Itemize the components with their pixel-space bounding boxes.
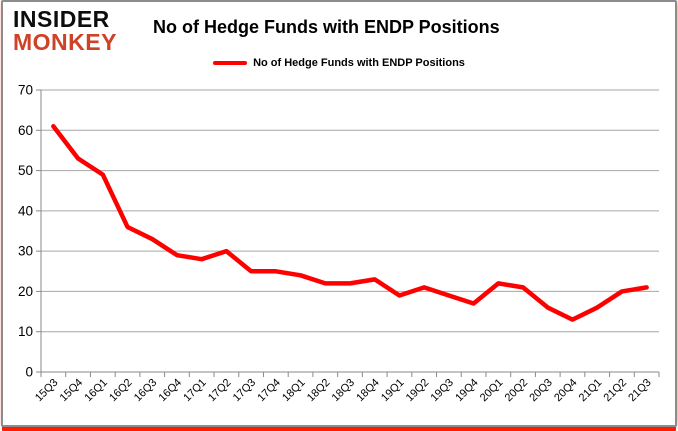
x-tick-label: 17Q4 bbox=[255, 377, 283, 405]
x-tick-label: 20Q4 bbox=[552, 377, 580, 405]
legend-line-swatch bbox=[213, 61, 248, 65]
logo-line-monkey: MONKEY bbox=[13, 28, 117, 55]
x-tick-label: 17Q2 bbox=[206, 377, 234, 405]
x-tick-label: 16Q3 bbox=[132, 377, 160, 405]
x-tick-label: 15Q3 bbox=[33, 377, 61, 405]
y-axis-tick-labels: 0 10 20 30 40 50 60 70 bbox=[18, 83, 33, 380]
x-tick-label: 17Q1 bbox=[181, 377, 209, 405]
legend: No of Hedge Funds with ENDP Positions bbox=[3, 57, 675, 69]
x-tick-label: 18Q4 bbox=[354, 377, 382, 405]
series-line bbox=[51, 124, 649, 322]
x-tick-label: 19Q4 bbox=[453, 377, 481, 405]
x-tick-label: 20Q1 bbox=[478, 377, 506, 405]
y-tick-label: 70 bbox=[18, 83, 33, 98]
x-tick-label: 21Q3 bbox=[626, 377, 654, 405]
y-tick-label: 0 bbox=[25, 365, 33, 380]
y-tick-label: 50 bbox=[18, 163, 33, 178]
x-tick-label: 15Q4 bbox=[58, 377, 86, 405]
logo-line-insider: INSIDER bbox=[13, 6, 110, 32]
chart-title: No of Hedge Funds with ENDP Positions bbox=[153, 17, 500, 37]
y-tick-label: 60 bbox=[18, 123, 33, 138]
x-tick-label: 18Q2 bbox=[305, 377, 333, 405]
chart-svg: 01020304050607015Q315Q416Q116Q216Q316Q41… bbox=[18, 83, 660, 405]
x-tick-label: 21Q2 bbox=[602, 377, 630, 405]
x-tick-label: 19Q3 bbox=[428, 377, 456, 405]
x-tick-label: 16Q2 bbox=[107, 377, 135, 405]
y-tick-label: 40 bbox=[18, 203, 33, 218]
x-tick-label: 20Q2 bbox=[503, 377, 531, 405]
x-tick-label: 21Q1 bbox=[577, 377, 605, 405]
insider-monkey-logo: INSIDER MONKEY bbox=[13, 8, 117, 53]
y-tick-label: 30 bbox=[18, 244, 33, 259]
x-tick-label: 19Q1 bbox=[379, 377, 407, 405]
x-tick-label: 19Q2 bbox=[404, 377, 432, 405]
gridlines bbox=[41, 89, 659, 333]
y-tick-label: 20 bbox=[18, 284, 33, 299]
x-tick-label: 17Q3 bbox=[231, 377, 259, 405]
legend-label: No of Hedge Funds with ENDP Positions bbox=[253, 57, 465, 69]
x-tick-label: 16Q1 bbox=[82, 377, 110, 405]
x-tick-label: 18Q1 bbox=[280, 377, 308, 405]
x-tick-label: 16Q4 bbox=[157, 377, 185, 405]
x-tick-label: 18Q3 bbox=[330, 377, 358, 405]
axes bbox=[36, 89, 660, 377]
x-axis-tick-labels: 15Q315Q416Q116Q216Q316Q417Q117Q217Q317Q4… bbox=[33, 377, 654, 405]
y-tick-label: 10 bbox=[18, 324, 33, 339]
x-tick-label: 20Q3 bbox=[527, 377, 555, 405]
